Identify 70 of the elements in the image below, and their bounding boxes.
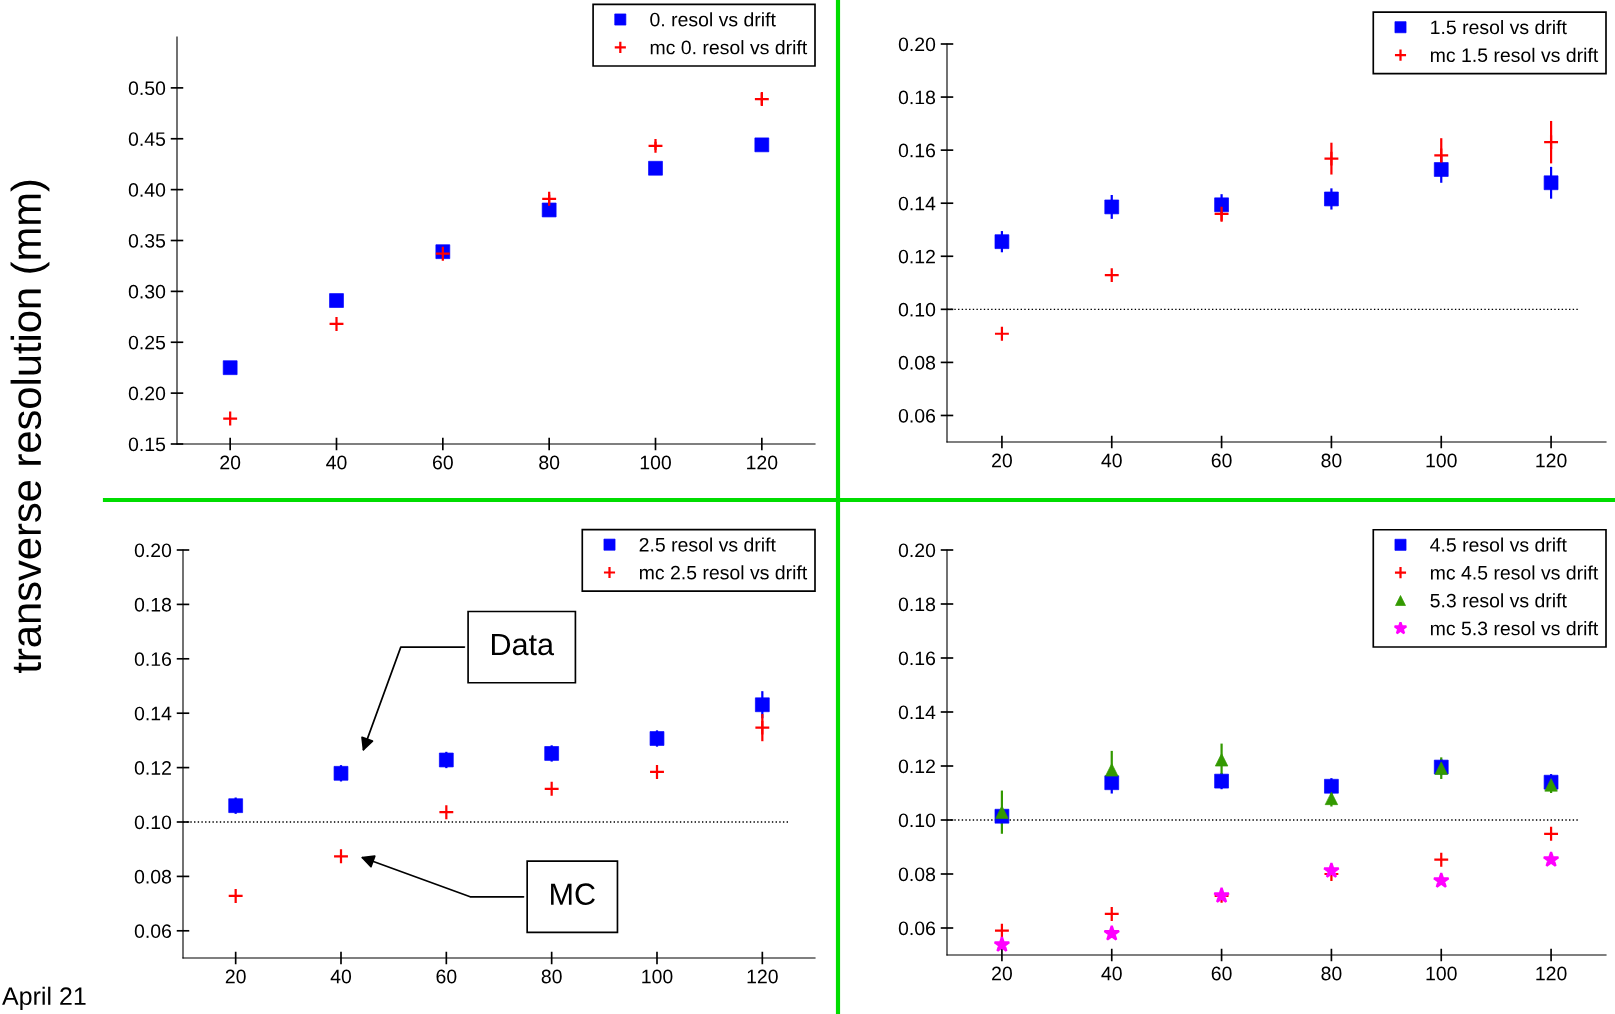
y-tick-label: 0.35: [128, 233, 166, 248]
y-tick-label: 0.18: [898, 597, 936, 612]
y-axis-title: transverse resolution (mm): [10, 180, 50, 673]
y-tick-label: 0.12: [898, 249, 935, 264]
x-tick-label: 120: [1536, 966, 1567, 981]
x-tick-label: 100: [1426, 453, 1457, 468]
y-tick-label: 0.12: [134, 761, 171, 775]
x-tick-label: 60: [1211, 966, 1232, 981]
y-tick-label: 0.50: [128, 81, 166, 96]
y-tick-label: 0.10: [898, 813, 936, 828]
annotation: Data: [491, 633, 555, 656]
x-tick-label: 80: [1321, 453, 1342, 468]
y-tick-label: 0.06: [898, 408, 936, 423]
y-tick-label: 0.12: [898, 759, 935, 774]
y-tick-label: 0.06: [134, 924, 172, 939]
x-tick-label: 60: [436, 969, 457, 984]
x-tick-label: 20: [992, 453, 1012, 468]
x-tick-label: 120: [1536, 453, 1567, 468]
y-tick-label: 0.20: [898, 37, 936, 52]
x-tick-label: 100: [1426, 966, 1457, 981]
y-tick-label: 0.30: [128, 284, 166, 299]
x-tick-label: 20: [992, 966, 1012, 981]
y-tick-label: 0.14: [898, 196, 936, 211]
y-tick-label: 0.16: [898, 143, 936, 158]
legend-label: mc 0. resol vs drift: [650, 40, 808, 55]
x-tick-label: 40: [326, 455, 347, 470]
x-tick-label: 80: [539, 455, 560, 470]
y-tick-label: 0.18: [134, 597, 172, 612]
y-tick-label: 0.45: [128, 132, 166, 146]
y-tick-label: 0.20: [128, 386, 166, 401]
x-tick-label: 120: [747, 969, 778, 984]
text: April 21: [2, 986, 86, 1010]
x-tick-label: 60: [1211, 453, 1232, 468]
x-tick-label: 60: [433, 455, 453, 470]
x-tick-label: 20: [220, 455, 241, 470]
y-tick-label: 0.08: [134, 869, 172, 884]
y-tick-label: 0.20: [898, 543, 936, 558]
y-tick-label: 0.16: [134, 652, 172, 667]
x-tick-label: 80: [1321, 966, 1342, 981]
annotation: MC: [551, 883, 595, 905]
y-tick-label: 0.18: [898, 90, 936, 105]
legend-label: 1.5 resol vs drift: [1431, 19, 1567, 35]
legend-label: mc 2.5 resol vs drift: [639, 565, 808, 580]
legend-label: 2.5 resol vs drift: [639, 537, 776, 552]
legend-label: mc 4.5 resol vs drift: [1430, 565, 1599, 580]
legend-label: 5.3 resol vs drift: [1430, 593, 1567, 608]
y-tick-label: 0.25: [128, 335, 166, 350]
y-tick-label: 0.14: [134, 706, 172, 721]
x-tick-label: 40: [1101, 966, 1122, 981]
x-tick-label: 40: [1101, 453, 1122, 468]
x-tick-label: 100: [642, 969, 673, 984]
y-tick-label: 0.06: [898, 921, 936, 936]
y-tick-label: 0.20: [134, 543, 172, 558]
x-tick-label: 80: [541, 969, 562, 984]
y-tick-label: 0.08: [898, 867, 936, 882]
y-tick-label: 0.10: [134, 815, 172, 830]
y-tick-label: 0.10: [898, 302, 936, 317]
y-tick-label: 0.14: [898, 705, 936, 720]
y-tick-label: 0.40: [128, 183, 166, 197]
legend-label: mc 1.5 resol vs drift: [1430, 47, 1599, 63]
x-tick-label: 100: [640, 455, 671, 470]
legend-label: 4.5 resol vs drift: [1430, 537, 1567, 552]
x-tick-label: 120: [747, 455, 778, 470]
legend-label: 0. resol vs drift: [650, 12, 776, 27]
y-tick-label: 0.15: [128, 437, 166, 452]
legend-label: mc 5.3 resol vs drift: [1430, 621, 1599, 636]
x-tick-label: 40: [330, 969, 352, 984]
y-tick-label: 0.16: [898, 651, 936, 666]
y-tick-label: 0.08: [898, 355, 936, 370]
x-tick-label: 20: [225, 969, 246, 984]
